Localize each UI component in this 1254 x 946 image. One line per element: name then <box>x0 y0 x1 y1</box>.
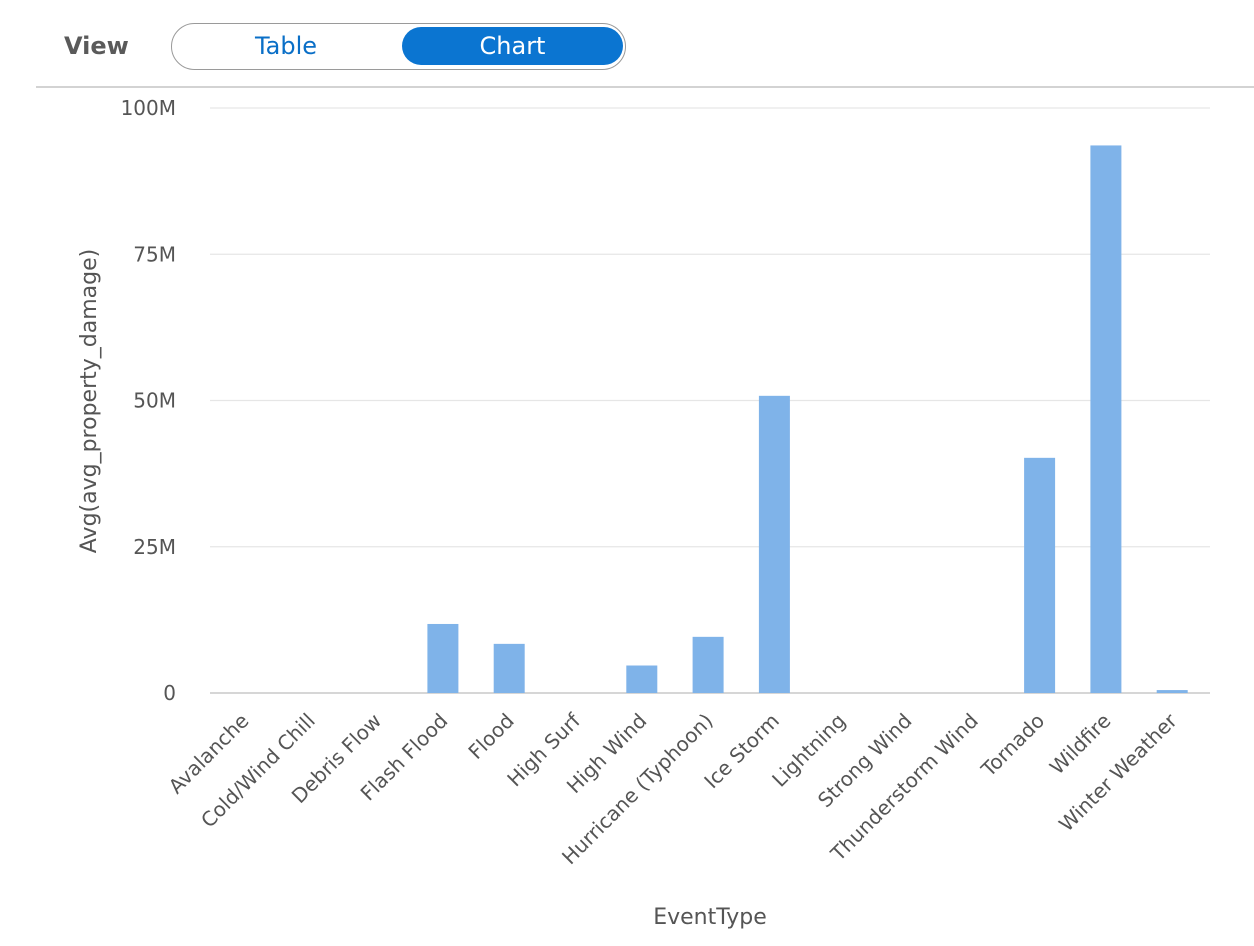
x-tick-label: Tornado <box>976 709 1049 782</box>
x-tick-label: Flood <box>463 709 518 764</box>
x-axis-title: EventType <box>653 905 767 930</box>
y-tick-label: 100M <box>121 96 176 120</box>
table-view-button[interactable]: Table <box>254 32 318 60</box>
bar[interactable] <box>692 636 724 693</box>
bar[interactable] <box>1024 457 1056 693</box>
chart-view-button[interactable]: Chart <box>402 27 623 65</box>
bar[interactable] <box>1156 690 1188 693</box>
bar[interactable] <box>1090 145 1122 693</box>
view-label: View <box>64 32 129 60</box>
x-tick-label: Winter Weather <box>1054 708 1182 836</box>
y-tick-labels: 0 25M 50M 75M 100M <box>121 96 176 705</box>
bars <box>427 145 1188 693</box>
view-toggle: Table Chart <box>171 23 626 70</box>
bar[interactable] <box>493 643 525 693</box>
x-tick-label: Cold/Wind Chill <box>196 709 320 833</box>
grid-lines <box>210 107 1210 694</box>
y-axis-title: Avg(avg_property_damage) <box>77 249 102 553</box>
y-tick-label: 0 <box>163 681 176 705</box>
divider <box>36 86 1254 88</box>
y-tick-label: 25M <box>133 535 176 559</box>
bar[interactable] <box>758 395 790 693</box>
bar[interactable] <box>427 623 459 693</box>
y-tick-label: 75M <box>133 242 176 266</box>
y-tick-label: 50M <box>133 389 176 413</box>
bar[interactable] <box>626 665 658 693</box>
